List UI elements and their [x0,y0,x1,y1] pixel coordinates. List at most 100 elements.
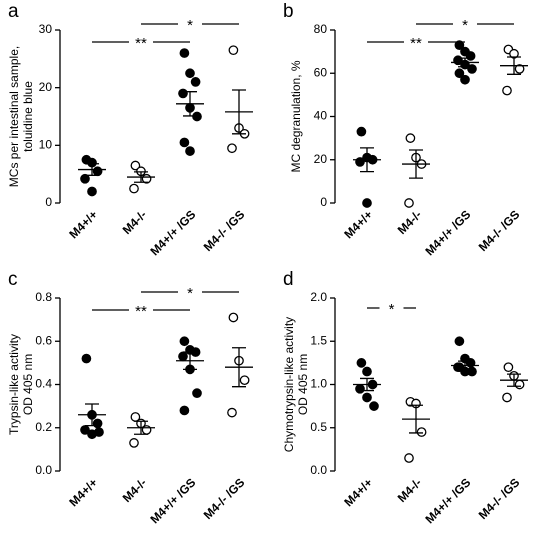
data-point [502,85,512,96]
y-tick-label: 20 [314,152,328,166]
error-bar [183,91,197,117]
data-point [460,74,470,85]
data-point [454,40,465,50]
x-tick-label: M4-/- [395,475,425,505]
data-point [92,418,103,429]
data-point [129,183,139,194]
x-tick-label: M4-/- /GS [476,207,523,254]
y-axis-label: Trypsin-like activity [7,334,21,435]
x-tick-label: M4-/- [395,207,425,237]
data-point [178,351,188,362]
y-tick-label: 0.2 [35,420,52,434]
data-point [227,407,237,418]
data-point [179,336,190,347]
x-tick-label: M4+/+ /GS [422,207,473,258]
data-point [185,68,195,79]
error-bar [134,171,148,183]
error-bar [409,404,423,434]
error-bar [134,420,148,435]
data-point [355,383,365,394]
error-bar [507,56,521,75]
data-point [141,425,152,435]
significance-label: * [389,301,395,318]
y-axis-label: toluidine blue [21,81,35,152]
y-tick-label: 0 [45,195,52,209]
error-bar [360,377,374,392]
data-point [80,173,90,184]
y-axis-label: Chymotrypsin-like activity [282,317,296,452]
data-point [185,146,195,156]
data-point [404,198,414,208]
y-axis-label: MC degranulation, % [289,60,303,172]
error-bar [458,360,472,371]
significance-label: * [187,17,193,34]
y-tick-label: 0.8 [35,290,52,304]
significance-label: * [462,17,468,34]
y-tick-label: 0.4 [35,377,52,391]
x-tick-label: M4+/+ /GS [147,207,198,258]
data-point [369,401,379,411]
significance-label: ** [135,35,147,52]
y-tick-label: 40 [314,109,328,123]
data-point [87,186,97,197]
x-tick-label: M4-/- /GS [201,207,248,254]
data-point [228,45,239,56]
data-point [514,379,525,390]
x-tick-label: M4-/- /GS [201,475,248,522]
y-tick-label: 80 [314,22,328,36]
significance-label: ** [135,303,147,320]
data-point [514,64,525,74]
y-tick-label: 0.5 [310,420,327,434]
significance-label: * [187,285,193,302]
data-point [239,375,250,386]
y-tick-label: 0 [320,195,327,209]
panel-letter: b [283,1,294,22]
data-point [227,143,237,154]
data-point [467,64,477,74]
y-axis-label: MCs per intestinal sample, [7,46,21,187]
error-bar [85,163,99,176]
data-point [503,362,514,373]
x-tick-label: M4-/- [120,207,150,237]
x-tick-label: M4+/+ [66,207,100,241]
y-axis-label: OD 405 nm [296,354,310,415]
error-bar [183,351,197,371]
error-bar [409,149,423,179]
data-point [130,160,141,171]
panel: d 0.0 0.5 1.0 1.5 2.0 Chymotrypsin-like activi… [282,269,528,526]
data-point [355,157,365,167]
x-tick-label: M4+/+ [341,207,375,241]
x-tick-label: M4-/- [120,475,150,505]
data-point [356,126,367,137]
panel-letter: d [283,269,294,290]
data-point [179,48,190,58]
y-axis-label: OD 405 nm [21,354,35,415]
data-point [356,358,367,368]
data-point [362,366,372,377]
y-tick-label: 2.0 [310,290,327,304]
error-bar [458,57,472,68]
data-point [81,353,92,364]
data-point [362,198,372,208]
y-tick-label: 1.5 [310,333,327,347]
data-point [94,427,104,437]
y-tick-label: 10 [39,138,53,152]
x-tick-label: M4-/- /GS [476,475,523,522]
data-point [129,438,139,448]
error-bar [360,147,374,173]
x-tick-label: M4+/+ [341,475,375,509]
data-point [404,453,414,463]
data-point [92,166,103,177]
data-point [179,405,190,416]
panel-letter: a [8,1,19,22]
data-point [178,88,188,99]
data-point [228,312,239,323]
data-point [416,427,427,437]
panel: c 0.0 0.2 0.4 0.6 0.8 Trypsin-like activity OD … [7,269,253,526]
y-tick-label: 20 [39,80,53,94]
data-point [467,366,477,377]
significance-label: ** [410,35,422,52]
panel-letter: c [8,269,18,290]
